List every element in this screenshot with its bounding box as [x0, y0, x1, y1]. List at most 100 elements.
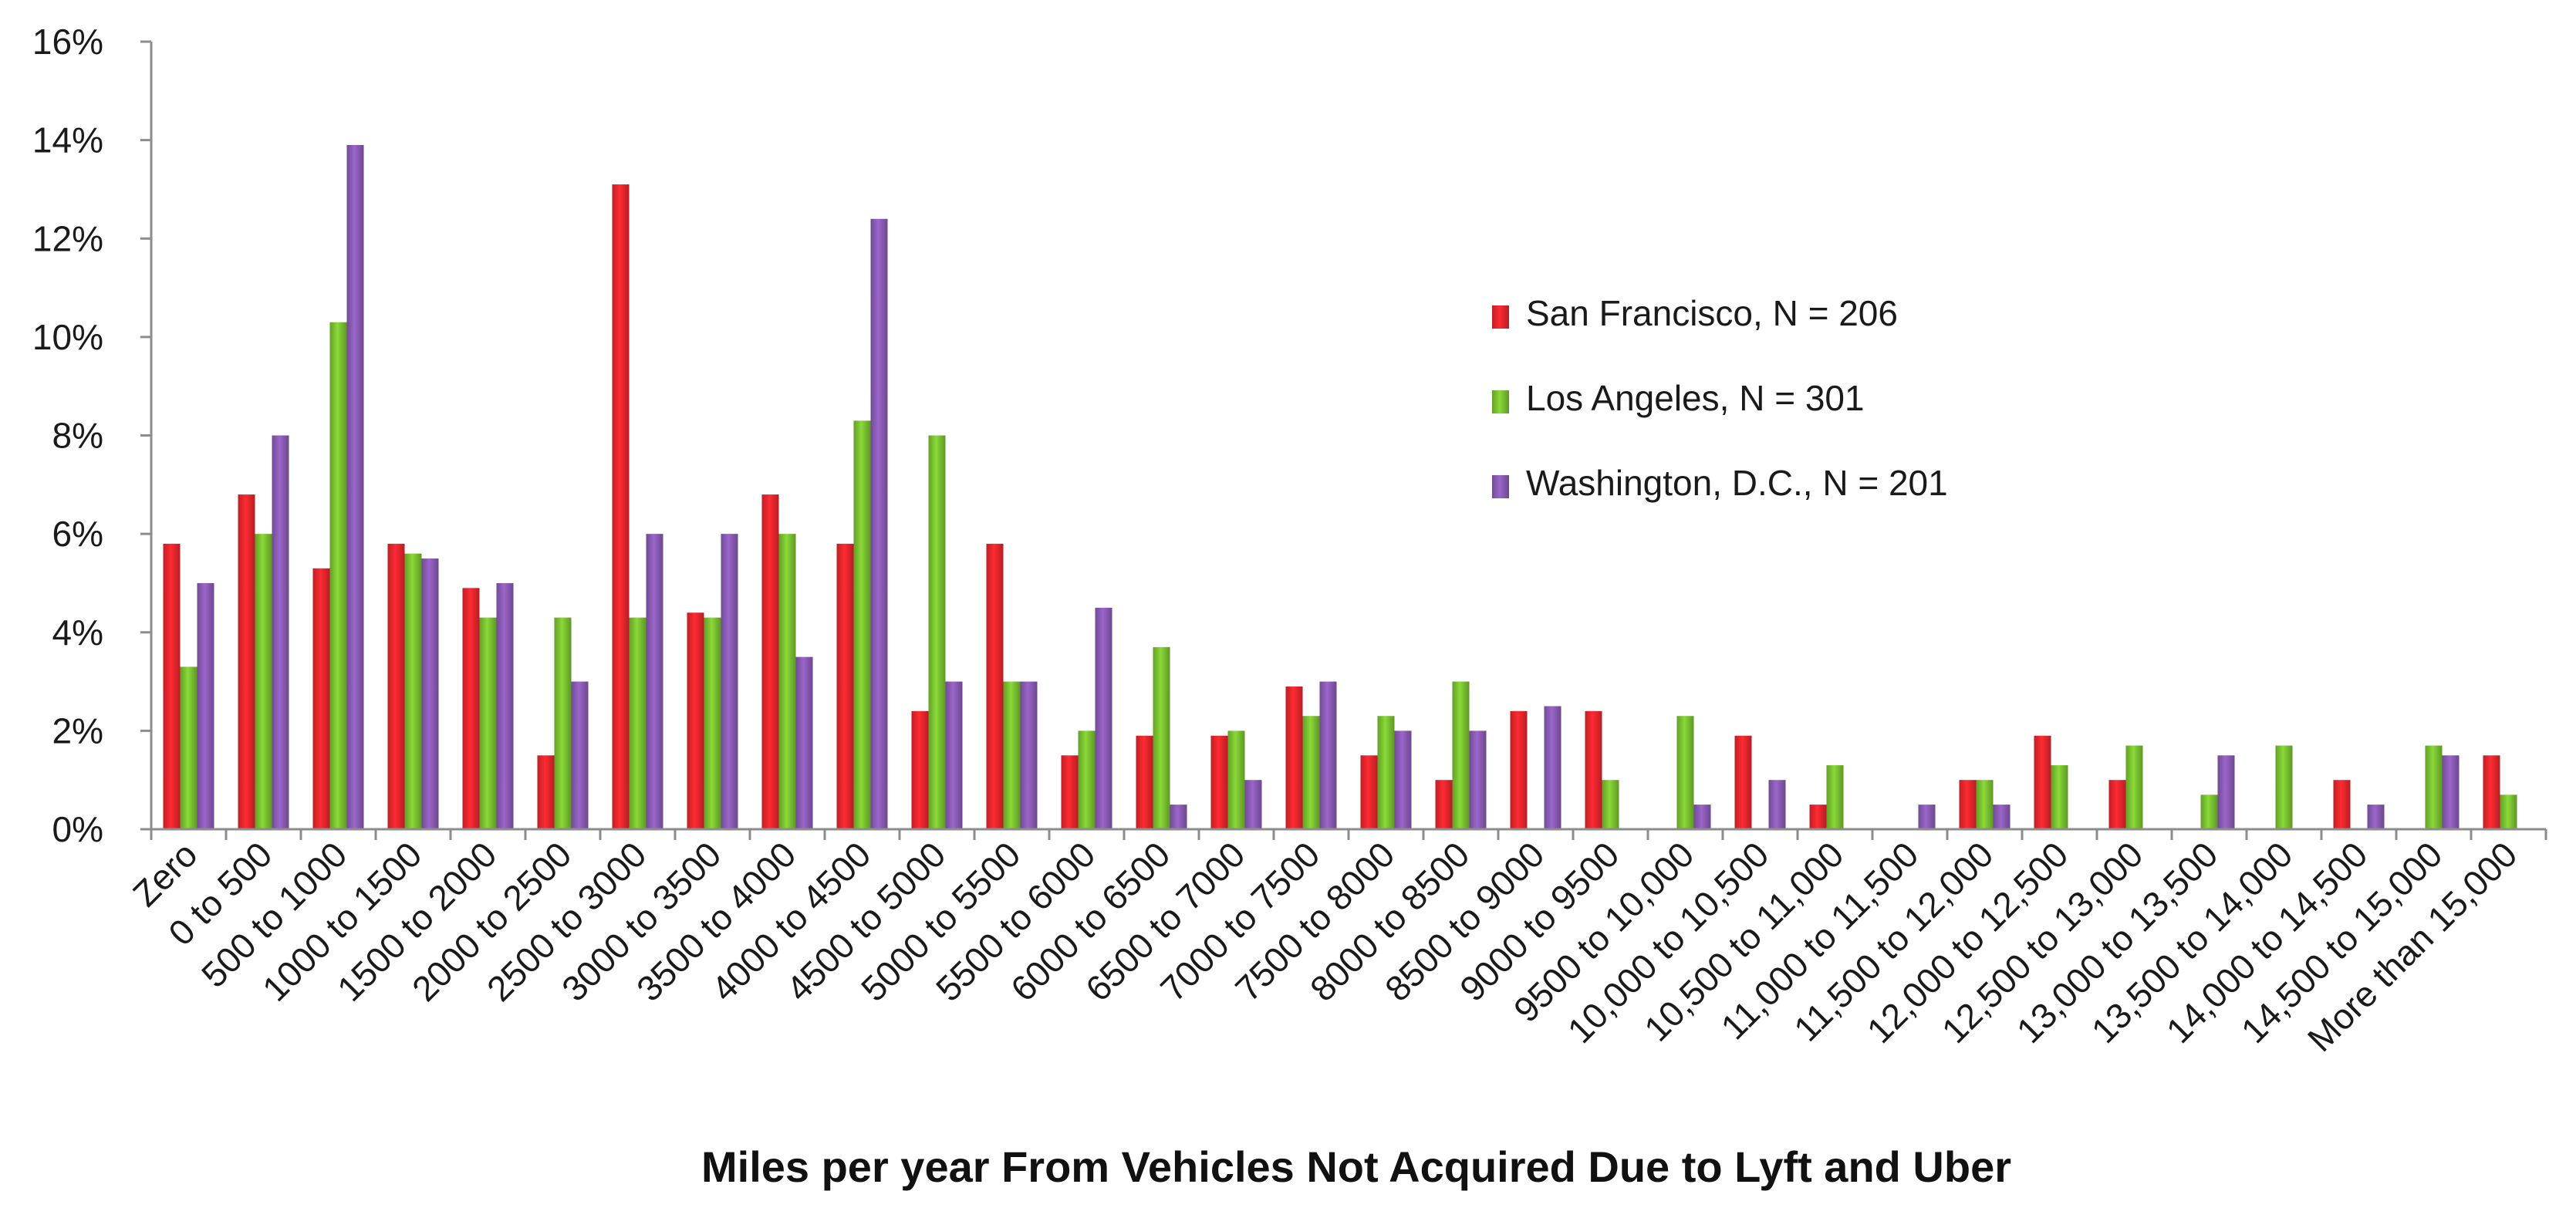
- bar-san-francisco: [1809, 805, 1827, 829]
- legend-swatch: [1492, 305, 1509, 329]
- y-tick-label: 14%: [32, 120, 103, 160]
- bar-san-francisco: [687, 612, 704, 829]
- bar-washington: [1319, 681, 1337, 829]
- y-tick-label: 10%: [32, 317, 103, 357]
- bar-san-francisco: [163, 543, 181, 829]
- bar-washington: [197, 582, 214, 829]
- bar-washington: [1993, 805, 2010, 829]
- bar-los-angeles: [180, 666, 198, 829]
- bar-los-angeles: [2425, 745, 2443, 829]
- bar-san-francisco: [1510, 710, 1528, 829]
- y-tick-label: 12%: [32, 218, 103, 258]
- bar-washington: [1095, 607, 1112, 829]
- bar-san-francisco: [312, 568, 330, 829]
- bar-washington: [646, 534, 663, 829]
- bar-los-angeles: [1302, 716, 1320, 829]
- bar-los-angeles: [1602, 780, 1619, 829]
- bar-los-angeles: [479, 617, 497, 829]
- y-tick-label: 16%: [32, 22, 103, 62]
- y-tick-labels: 0% 2% 4% 6% 8% 10% 12% 14% 16%: [32, 22, 151, 849]
- y-tick-label: 4%: [52, 612, 103, 653]
- bar-san-francisco: [1585, 710, 1602, 829]
- bar-los-angeles: [2275, 745, 2293, 829]
- bar-los-angeles: [1377, 716, 1395, 829]
- bar-san-francisco: [238, 494, 255, 829]
- bar-los-angeles: [404, 553, 422, 829]
- bar-washington: [2367, 805, 2385, 829]
- bar-washington: [1394, 730, 1412, 829]
- bar-san-francisco: [2333, 780, 2351, 829]
- y-tick-label: 8%: [52, 416, 103, 456]
- bar-los-angeles: [2051, 765, 2068, 829]
- bar-los-angeles: [1227, 730, 1245, 829]
- bar-los-angeles: [1153, 646, 1170, 829]
- bar-los-angeles: [928, 435, 946, 829]
- bar-washington: [1693, 805, 1711, 829]
- bar-washington: [1170, 805, 1187, 829]
- legend-label: Los Angeles, N = 301: [1526, 378, 1865, 418]
- bar-san-francisco: [1360, 755, 1378, 829]
- bar-san-francisco: [2483, 755, 2500, 829]
- bar-san-francisco: [537, 755, 555, 829]
- bar-san-francisco: [986, 543, 1004, 829]
- bar-washington: [721, 534, 738, 829]
- legend-swatch: [1492, 390, 1509, 413]
- x-axis-title: Miles per year From Vehicles Not Acquire…: [701, 1142, 2011, 1191]
- y-tick-label: 0%: [52, 809, 103, 849]
- legend-swatch: [1492, 475, 1509, 498]
- bar-san-francisco: [2108, 780, 2126, 829]
- bar-washington: [2217, 755, 2235, 829]
- bar-los-angeles: [1676, 716, 1694, 829]
- legend-label: Washington, D.C., N = 201: [1526, 463, 1948, 503]
- bar-los-angeles: [2125, 745, 2143, 829]
- bar-san-francisco: [1734, 735, 1752, 829]
- bar-los-angeles: [554, 617, 572, 829]
- bar-washington: [496, 582, 514, 829]
- bars-group: [163, 145, 2517, 830]
- bar-san-francisco: [2034, 735, 2051, 829]
- bar-san-francisco: [387, 543, 405, 829]
- bar-san-francisco: [1061, 755, 1079, 829]
- bar-washington: [1020, 681, 1038, 829]
- y-tick-label: 2%: [52, 710, 103, 751]
- bar-los-angeles: [255, 534, 272, 829]
- bar-los-angeles: [2500, 795, 2517, 829]
- bar-los-angeles: [1003, 681, 1021, 829]
- bar-washington: [1544, 706, 1561, 829]
- bar-los-angeles: [629, 617, 647, 829]
- bar-washington: [2442, 755, 2460, 829]
- bar-los-angeles: [778, 534, 796, 829]
- bar-san-francisco: [462, 588, 480, 829]
- bar-washington: [1918, 805, 1936, 829]
- bar-washington: [1469, 730, 1487, 829]
- bar-los-angeles: [1078, 730, 1096, 829]
- bar-san-francisco: [761, 494, 779, 829]
- bar-washington: [945, 681, 963, 829]
- bar-san-francisco: [1210, 735, 1228, 829]
- bar-san-francisco: [1959, 780, 1977, 829]
- bar-washington: [346, 145, 364, 830]
- bar-san-francisco: [911, 710, 929, 829]
- legend-label: San Francisco, N = 206: [1526, 293, 1898, 333]
- bar-washington: [421, 558, 439, 829]
- bar-los-angeles: [853, 420, 871, 829]
- bar-washington: [1768, 780, 1786, 829]
- bar-washington: [1244, 780, 1262, 829]
- bar-los-angeles: [1976, 780, 1994, 829]
- bar-washington: [272, 435, 289, 829]
- bar-washington: [870, 218, 888, 830]
- bar-san-francisco: [836, 543, 854, 829]
- bar-los-angeles: [704, 617, 721, 829]
- legend: San Francisco, N = 206 Los Angeles, N = 3…: [1492, 293, 1948, 503]
- bar-los-angeles: [1826, 765, 1844, 829]
- bar-los-angeles: [2200, 795, 2218, 829]
- bar-los-angeles: [329, 322, 347, 829]
- bar-san-francisco: [1285, 686, 1303, 829]
- bar-san-francisco: [612, 184, 630, 829]
- bar-san-francisco: [1435, 780, 1453, 829]
- bar-washington: [571, 681, 589, 829]
- y-tick-label: 6%: [52, 514, 103, 554]
- bar-los-angeles: [1452, 681, 1470, 829]
